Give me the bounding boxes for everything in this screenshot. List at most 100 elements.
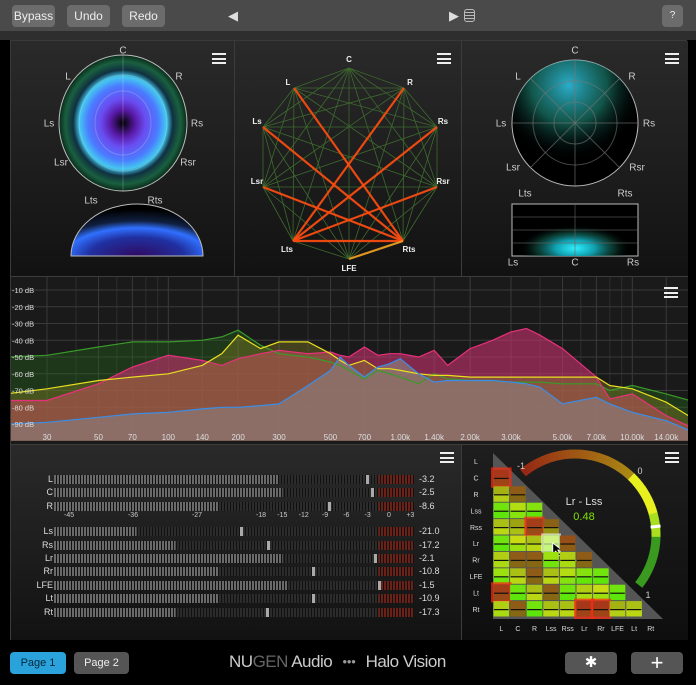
matrix-cell-Rss-Lss[interactable] xyxy=(543,519,559,535)
matrix-cell-C-L[interactable] xyxy=(491,467,512,488)
matrix-cell-Rr-Rss[interactable] xyxy=(559,551,576,568)
x-tick-label: 300 xyxy=(272,433,286,442)
matrix-cell-Lr-C[interactable] xyxy=(510,535,526,551)
meter-peak-value: -3.2 xyxy=(419,474,435,484)
web-link xyxy=(262,126,350,260)
web-link xyxy=(293,67,350,89)
matrix-cell-Rr-L[interactable] xyxy=(493,551,510,568)
matrix-cell-LFE-Rr[interactable] xyxy=(593,568,609,584)
matrix-cell-Lr-L[interactable] xyxy=(493,535,510,551)
meter-peak-value: -17.3 xyxy=(419,607,440,617)
previous-preset-icon[interactable]: ◀ xyxy=(228,8,238,23)
gauge-needle xyxy=(650,524,661,529)
matrix-col-label: C xyxy=(515,626,520,633)
web-link xyxy=(402,126,438,242)
matrix-cell-Rr-R[interactable] xyxy=(526,551,543,568)
matrix-cell-Lt-Lss[interactable] xyxy=(543,584,559,601)
y-tick-label: -80 dB xyxy=(12,403,34,412)
y-tick-label: -20 dB xyxy=(12,303,34,312)
matrix-col-label: Lt xyxy=(631,626,637,633)
meter-scale-label: -15 xyxy=(277,512,288,519)
matrix-cell-Lt-Rss[interactable] xyxy=(559,584,576,601)
web-link xyxy=(293,87,438,188)
matrix-cell-Rr-C[interactable] xyxy=(510,551,526,568)
menu-icon[interactable] xyxy=(664,287,678,298)
matrix-cell-LFE-Lss[interactable] xyxy=(543,568,559,584)
spectrum-panel: -10 dB -20 dB -30 dB -40 dB -50 dB -60 dB -70 … xyxy=(11,277,688,445)
matrix-row-label: L xyxy=(474,459,478,466)
matrix-cell-Rss-R[interactable] xyxy=(524,516,545,537)
label-Lts: Lts xyxy=(518,188,532,200)
web-link xyxy=(348,186,438,260)
web-link xyxy=(262,126,438,188)
matrix-cell-Lt-LFE[interactable] xyxy=(609,584,626,601)
matrix-cell-Rt-L[interactable] xyxy=(493,601,510,617)
matrix-cell-R-L[interactable] xyxy=(493,486,510,502)
meter-channel-label: LFE xyxy=(36,580,53,590)
bypass-button[interactable]: Bypass xyxy=(12,5,55,27)
page-2-tab[interactable]: Page 2 xyxy=(74,652,129,674)
matrix-cell-R-C[interactable] xyxy=(510,486,526,502)
meter-scale-label: -9 xyxy=(321,512,329,519)
page-1-tab[interactable]: Page 1 xyxy=(10,652,66,674)
web-label-Lsr: Lsr xyxy=(251,177,263,186)
x-tick-label: 2.00k xyxy=(460,433,481,442)
add-button[interactable]: + xyxy=(631,652,683,674)
x-tick-label: 5.00k xyxy=(553,433,574,442)
product-name: Halo Vision xyxy=(365,652,447,671)
web-link xyxy=(262,186,294,242)
matrix-cell-Lss-R[interactable] xyxy=(526,502,543,519)
undo-button[interactable]: Undo xyxy=(67,5,110,27)
matrix-cell-LFE-Rss[interactable] xyxy=(559,568,576,584)
matrix-cell-Rt-Lss[interactable] xyxy=(543,601,559,617)
web-link xyxy=(348,67,438,128)
meter-peak-marker xyxy=(366,475,370,484)
matrix-cell-Lr-Rss[interactable] xyxy=(559,535,576,551)
web-link-highlight xyxy=(262,126,404,242)
label-R: R xyxy=(628,71,636,83)
web-link-highlight xyxy=(262,185,404,243)
matrix-cell-LFE-C[interactable] xyxy=(510,568,526,584)
matrix-cell-LFE-L[interactable] xyxy=(493,568,510,584)
matrix-cell-Rt-Rss[interactable] xyxy=(559,601,576,617)
menu-icon[interactable] xyxy=(440,452,454,463)
meter-row-Lt: Lt -10.9 xyxy=(11,593,451,603)
matrix-cell-Rt-Lt[interactable] xyxy=(626,601,642,617)
brand-nu: NU xyxy=(229,652,253,671)
settings-button[interactable]: ✱ xyxy=(565,652,617,674)
toolbar-divider xyxy=(0,31,696,40)
matrix-cell-Lr-R[interactable] xyxy=(526,535,543,551)
matrix-cell-LFE-Lr[interactable] xyxy=(576,568,593,584)
menu-icon[interactable] xyxy=(665,53,679,64)
matrix-cell-Rr-Lss[interactable] xyxy=(543,551,559,568)
matrix-cell-Lt-Lr[interactable] xyxy=(576,584,593,601)
matrix-cell-Rss-L[interactable] xyxy=(493,519,510,535)
matrix-cell-LFE-R[interactable] xyxy=(526,568,543,584)
menu-icon[interactable] xyxy=(212,53,226,64)
help-button[interactable]: ? xyxy=(662,5,683,27)
preset-list-icon[interactable] xyxy=(464,9,475,22)
matrix-cell-Lt-Rr[interactable] xyxy=(593,584,609,601)
matrix-cell-Lt-L[interactable] xyxy=(491,582,512,603)
matrix-cell-Lt-R[interactable] xyxy=(526,584,543,601)
redo-button[interactable]: Redo xyxy=(122,5,165,27)
web-label-C: C xyxy=(346,55,352,64)
matrix-cell-Lss-L[interactable] xyxy=(493,502,510,519)
matrix-cell-Lss-C[interactable] xyxy=(510,502,526,519)
matrix-cell-Rt-Lr[interactable] xyxy=(574,598,595,619)
gauge-min-label: -1 xyxy=(516,461,526,471)
y-tick-label: -50 dB xyxy=(12,353,34,362)
matrix-cell-Rss-C[interactable] xyxy=(510,519,526,535)
label-L: L xyxy=(65,71,71,83)
matrix-cell-Rt-R[interactable] xyxy=(526,601,543,617)
next-preset-icon[interactable]: ▶ xyxy=(449,8,459,23)
menu-icon[interactable] xyxy=(665,452,679,463)
matrix-cell-Rt-Rr[interactable] xyxy=(590,598,612,619)
label-C: C xyxy=(571,45,579,57)
menu-icon[interactable] xyxy=(437,53,451,64)
series-area-3 xyxy=(11,357,688,441)
matrix-cell-Rt-LFE[interactable] xyxy=(609,601,626,617)
matrix-cell-Lt-C[interactable] xyxy=(510,584,526,601)
matrix-cell-Rr-Lr[interactable] xyxy=(576,551,593,568)
matrix-cell-Rt-C[interactable] xyxy=(510,601,526,617)
